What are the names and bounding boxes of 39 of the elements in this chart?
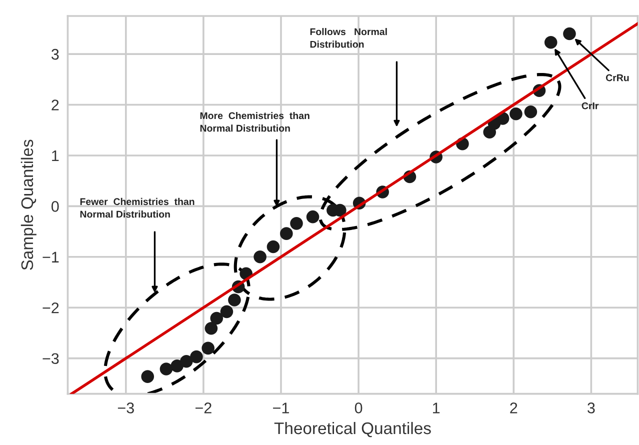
x-tick-label: −1 [273,402,289,414]
annotation: Fewer Chemistries than Normal Distribution [80,198,194,218]
annotation: Follows Normal Distribution [310,28,387,48]
point [204,322,218,335]
annotation: CrRu [606,74,629,82]
point [160,362,173,376]
point [290,217,303,230]
y-tick-label: −1 [42,252,59,262]
y-tick-label: −2 [42,302,59,314]
y-tick-label: −3 [42,353,59,364]
point [266,240,280,254]
point [510,107,522,120]
point [544,36,558,49]
point [280,227,293,240]
x-tick-label: −2 [195,402,212,414]
x-tick-label: 2 [510,402,518,414]
y-tick-label: 1 [52,150,59,162]
point [202,342,214,355]
x-tick-label: 0 [354,402,362,414]
y-tick-label: 3 [51,48,59,60]
point [306,210,320,224]
y-axis-title: Sample Quantiles [20,140,36,270]
annotation: CrIr [582,102,599,110]
point [563,27,576,40]
y-tick-label: 2 [52,100,59,110]
point [254,250,266,264]
point [180,354,193,368]
x-tick-label: 3 [588,402,595,414]
point [190,350,203,364]
x-axis-title: Theoretical Quantiles [274,422,431,438]
point [141,370,154,383]
point [524,105,538,118]
y-tick-label: 0 [52,201,59,212]
x-tick-label: 1 [433,402,440,414]
x-tick-label: −3 [118,402,134,414]
point [228,294,241,306]
point [220,305,234,318]
annotation: More Chemistries than Normal Distribution [200,112,310,132]
point [210,312,224,325]
